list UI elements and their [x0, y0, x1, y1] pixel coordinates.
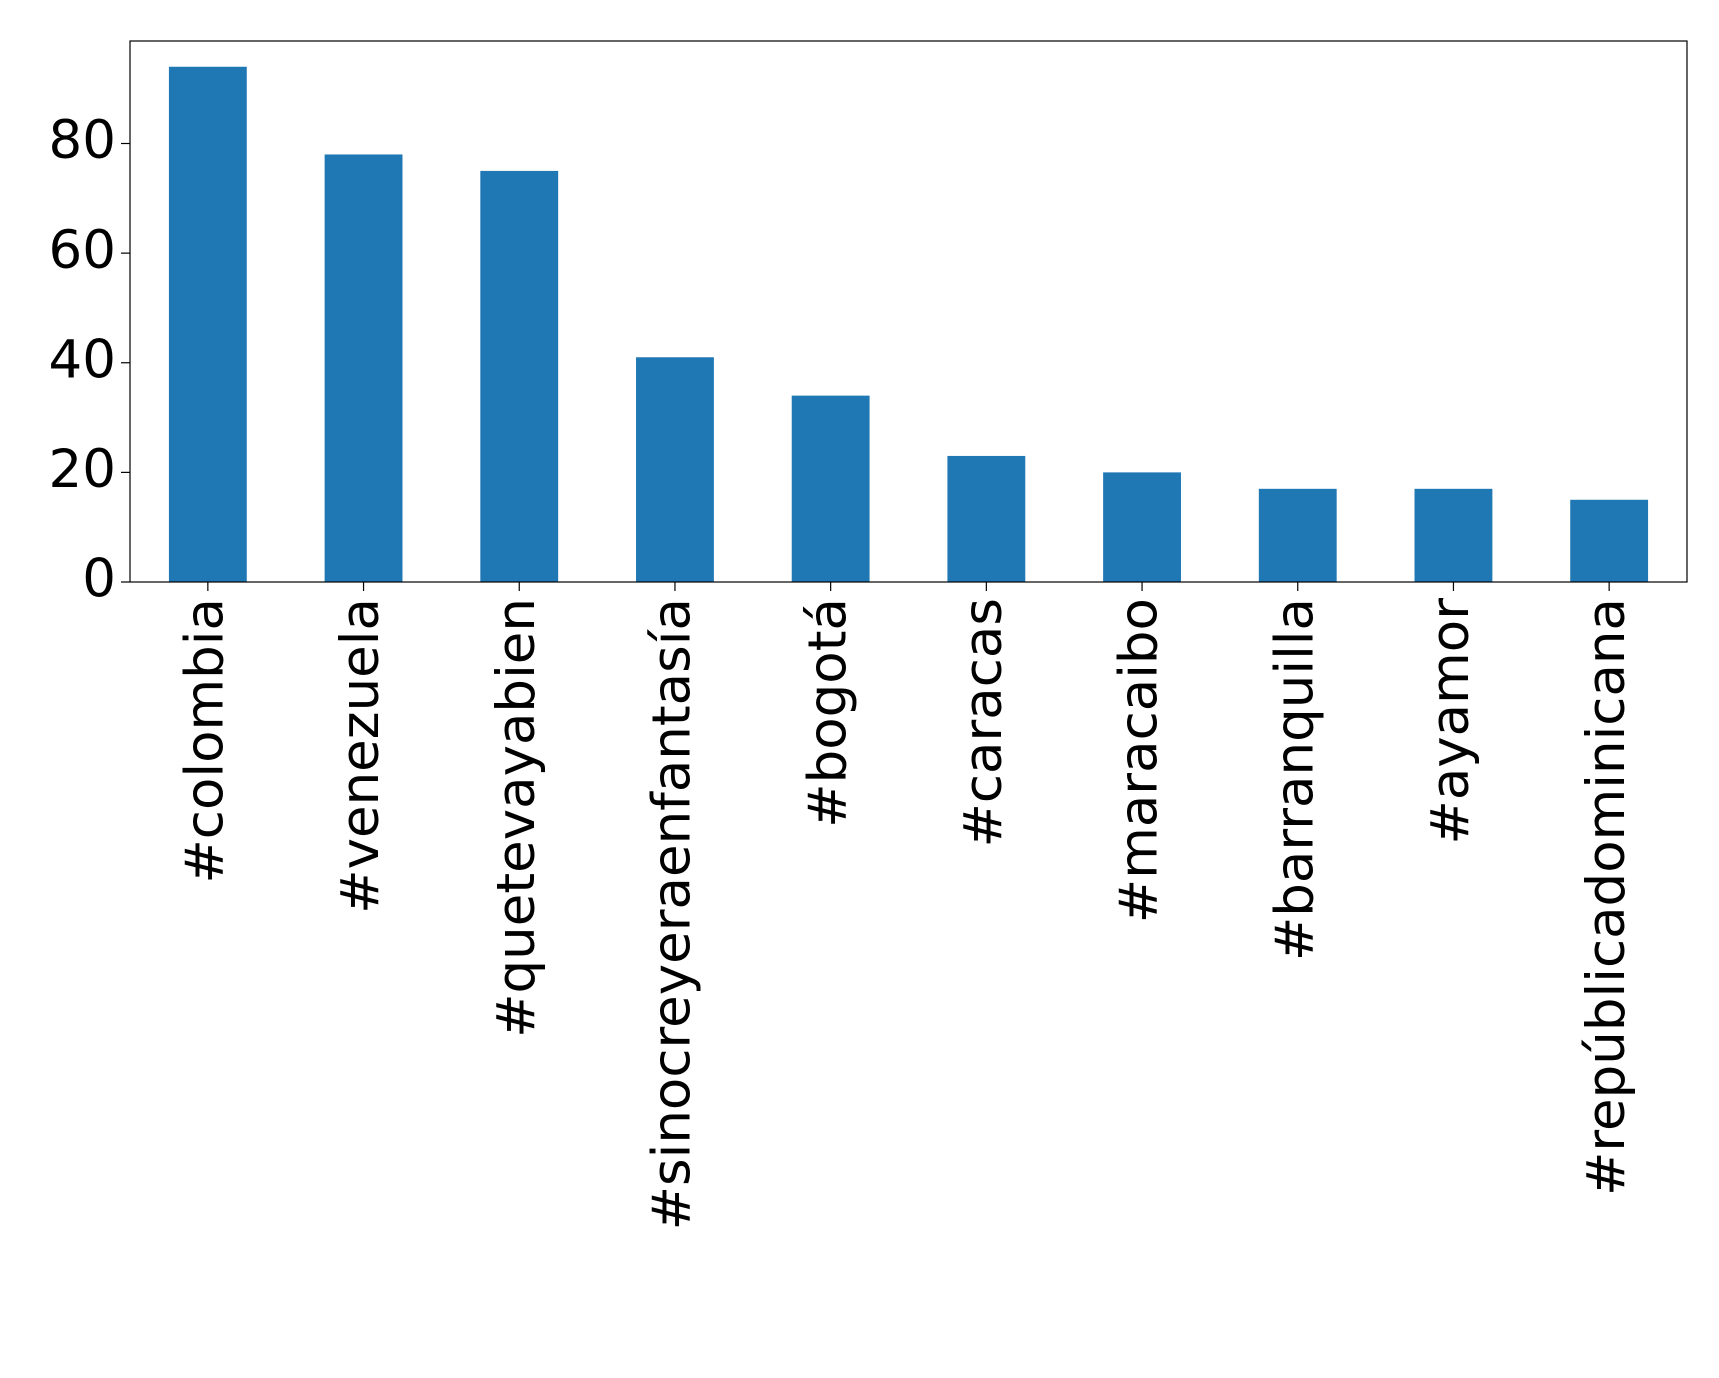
- y-tick-label: 60: [49, 220, 116, 281]
- y-tick-label: 80: [49, 110, 116, 171]
- bar: [1103, 472, 1181, 582]
- x-tick-label: #ayamor: [1420, 598, 1481, 845]
- x-tick-label: #repúblicadominicana: [1576, 598, 1637, 1196]
- bar: [791, 395, 870, 582]
- x-tick-label: #caracas: [953, 598, 1014, 848]
- bar: [324, 154, 403, 582]
- y-tick-label: 20: [49, 439, 116, 500]
- bar: [168, 66, 247, 582]
- bar: [636, 357, 714, 582]
- x-tick-label: #venezuela: [330, 598, 391, 914]
- x-tick-label: #barranquilla: [1264, 598, 1325, 961]
- bar: [947, 455, 1026, 582]
- x-tick-label: #sinocreyeraenfantasía: [642, 598, 703, 1230]
- bar: [1414, 488, 1493, 582]
- x-tick-label: #maracaibo: [1109, 598, 1170, 923]
- plot-frame: [129, 40, 1688, 583]
- x-tick-label: #quetevayabien: [486, 598, 547, 1038]
- bar: [1570, 499, 1649, 582]
- bar: [480, 170, 559, 583]
- bar: [1258, 488, 1337, 582]
- x-tick-label: #bogotá: [797, 598, 858, 828]
- x-tick-label: #colombia: [174, 598, 235, 884]
- y-tick-label: 40: [49, 329, 116, 390]
- y-tick-label: 0: [82, 549, 116, 610]
